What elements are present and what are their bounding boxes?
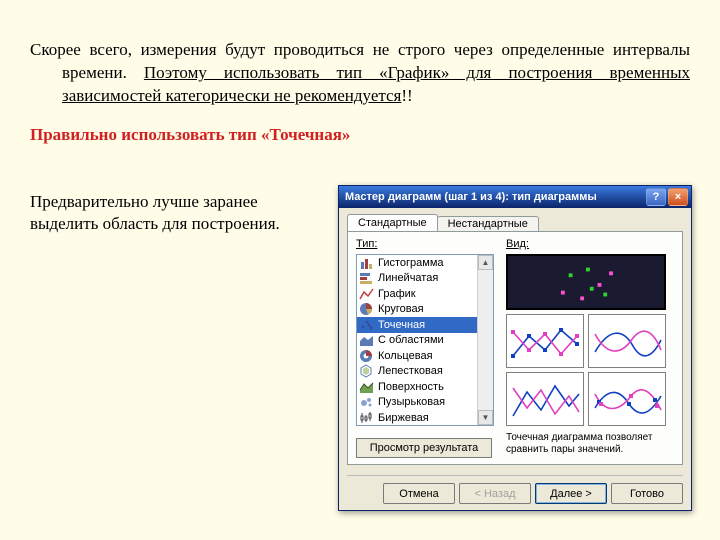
type-label: Лепестковая bbox=[378, 365, 443, 377]
type-label: Пузырьковая bbox=[378, 396, 445, 408]
type-icon bbox=[359, 318, 375, 332]
preview-result-button[interactable]: Просмотр результата bbox=[356, 438, 492, 458]
type-label: Линейчатая bbox=[378, 272, 438, 284]
type-item-7[interactable]: Лепестковая bbox=[357, 364, 493, 380]
help-button[interactable]: ? bbox=[646, 188, 666, 206]
type-label: Кольцевая bbox=[378, 350, 433, 362]
list-scrollbar[interactable]: ▲ ▼ bbox=[477, 255, 493, 425]
subtype-description: Точечная диаграмма позволяет сравнить па… bbox=[506, 432, 672, 455]
type-label: С областями bbox=[378, 334, 444, 346]
type-label: Круговая bbox=[378, 303, 424, 315]
para1-tail: !! bbox=[401, 86, 412, 105]
dialog-title: Мастер диаграмм (шаг 1 из 4): тип диагра… bbox=[345, 191, 644, 203]
subtype-smooth-lines[interactable] bbox=[588, 314, 666, 368]
type-item-3[interactable]: Круговая bbox=[357, 302, 493, 318]
type-item-0[interactable]: Гистограмма bbox=[357, 255, 493, 271]
label-view: Вид: bbox=[506, 238, 529, 250]
subtype-smooth-markers[interactable] bbox=[588, 372, 666, 426]
type-item-6[interactable]: Кольцевая bbox=[357, 348, 493, 364]
type-icon bbox=[359, 395, 375, 409]
type-label: Биржевая bbox=[378, 412, 429, 424]
type-item-9[interactable]: Пузырьковая bbox=[357, 395, 493, 411]
dialog-buttons: Отмена < Назад Далее > Готово bbox=[339, 483, 691, 504]
type-item-1[interactable]: Линейчатая bbox=[357, 271, 493, 287]
type-item-2[interactable]: График bbox=[357, 286, 493, 302]
type-icon bbox=[359, 364, 375, 378]
tab-strip: Стандартные Нестандартные bbox=[347, 214, 683, 231]
type-icon bbox=[359, 411, 375, 425]
type-icon bbox=[359, 349, 375, 363]
type-label: Гистограмма bbox=[378, 257, 444, 269]
intro-paragraph: Скорее всего, измерения будут проводитьс… bbox=[30, 39, 690, 108]
type-item-4[interactable]: Точечная bbox=[357, 317, 493, 333]
type-label: График bbox=[378, 288, 416, 300]
type-icon bbox=[359, 256, 375, 270]
type-label: Точечная bbox=[378, 319, 425, 331]
finish-button[interactable]: Готово bbox=[611, 483, 683, 504]
scroll-down-icon[interactable]: ▼ bbox=[478, 410, 493, 425]
subtype-lines-markers[interactable] bbox=[506, 314, 584, 368]
subtype-scatter-markers[interactable] bbox=[506, 254, 666, 310]
chart-type-list[interactable]: Гистограмма Линейчатая График Круговая Точеч… bbox=[356, 254, 494, 426]
cancel-button[interactable]: Отмена bbox=[383, 483, 455, 504]
type-icon bbox=[359, 333, 375, 347]
subtype-grid bbox=[506, 254, 672, 424]
type-icon bbox=[359, 380, 375, 394]
titlebar[interactable]: Мастер диаграмм (шаг 1 из 4): тип диагра… bbox=[339, 186, 691, 208]
type-item-5[interactable]: С областями bbox=[357, 333, 493, 349]
type-icon bbox=[359, 271, 375, 285]
subtype-lines[interactable] bbox=[506, 372, 584, 426]
type-item-10[interactable]: Биржевая bbox=[357, 410, 493, 426]
scroll-up-icon[interactable]: ▲ bbox=[478, 255, 493, 270]
type-icon bbox=[359, 287, 375, 301]
para1-underlined: Поэтому использовать тип «График» для по… bbox=[62, 63, 690, 105]
chart-wizard-dialog: Мастер диаграмм (шаг 1 из 4): тип диагра… bbox=[338, 185, 692, 511]
label-type: Тип: bbox=[356, 238, 377, 250]
tab-panel: Тип: Вид: Гистограмма Линейчатая График Кру… bbox=[347, 231, 683, 465]
recommendation: Правильно использовать тип «Точечная» bbox=[30, 125, 690, 145]
separator bbox=[347, 475, 683, 476]
type-label: Поверхность bbox=[378, 381, 444, 393]
type-icon bbox=[359, 302, 375, 316]
tab-standard[interactable]: Стандартные bbox=[347, 214, 438, 231]
pre-note: Предварительно лучше заранее выделить об… bbox=[30, 191, 290, 235]
type-item-8[interactable]: Поверхность bbox=[357, 379, 493, 395]
next-button[interactable]: Далее > bbox=[535, 483, 607, 504]
close-button[interactable]: × bbox=[668, 188, 688, 206]
back-button[interactable]: < Назад bbox=[459, 483, 531, 504]
